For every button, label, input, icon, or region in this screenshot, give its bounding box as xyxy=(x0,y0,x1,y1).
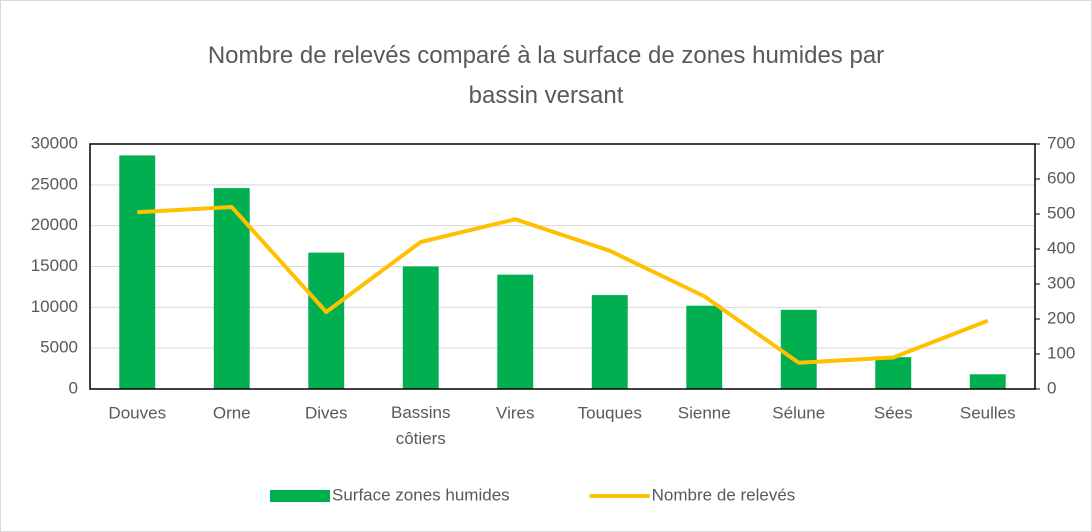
x-tick-label: Dives xyxy=(305,403,348,422)
y-tick-label: 20000 xyxy=(31,215,78,234)
x-tick-label: Sienne xyxy=(678,403,731,422)
bar xyxy=(780,309,817,389)
legend-label: Nombre de relevés xyxy=(652,485,796,504)
y2-tick-label: 100 xyxy=(1047,343,1075,362)
bar xyxy=(591,295,628,389)
bar xyxy=(497,274,534,389)
y2-tick-label: 500 xyxy=(1047,203,1075,222)
bar xyxy=(686,305,723,389)
y2-tick-label: 300 xyxy=(1047,273,1075,292)
y-tick-label: 10000 xyxy=(31,297,78,316)
y2-tick-label: 600 xyxy=(1047,168,1075,187)
y-tick-label: 5000 xyxy=(40,338,78,357)
x-tick-label: Sées xyxy=(874,403,913,422)
x-tick-label: Seulles xyxy=(960,403,1016,422)
y2-tick-label: 0 xyxy=(1047,378,1056,397)
bar xyxy=(875,357,912,389)
line xyxy=(137,205,989,365)
bar xyxy=(969,374,1006,389)
x-tick-label: Sélune xyxy=(772,403,825,422)
y-tick-label: 25000 xyxy=(31,174,78,193)
x-tick-label: Douves xyxy=(108,403,166,422)
x-tick-label: Bassins côtiers xyxy=(391,403,451,448)
legend-swatch xyxy=(270,490,330,502)
x-tick-label: Vires xyxy=(496,403,534,422)
bar xyxy=(308,252,345,389)
x-tick-label: Orne xyxy=(213,403,251,422)
y2-tick-label: 400 xyxy=(1047,238,1075,257)
y2-tick-label: 700 xyxy=(1047,133,1075,152)
y-tick-label: 30000 xyxy=(31,133,78,152)
bar xyxy=(402,266,439,389)
y-tick-label: 0 xyxy=(69,378,78,397)
bar xyxy=(119,155,156,389)
y-tick-label: 15000 xyxy=(31,256,78,275)
legend-label: Surface zones humides xyxy=(332,485,510,504)
y2-tick-label: 200 xyxy=(1047,308,1075,327)
plot-frame xyxy=(89,143,1036,390)
x-tick-label: Touques xyxy=(578,403,642,422)
chart-title: Nombre de relevés comparé à la surface d… xyxy=(208,42,884,109)
